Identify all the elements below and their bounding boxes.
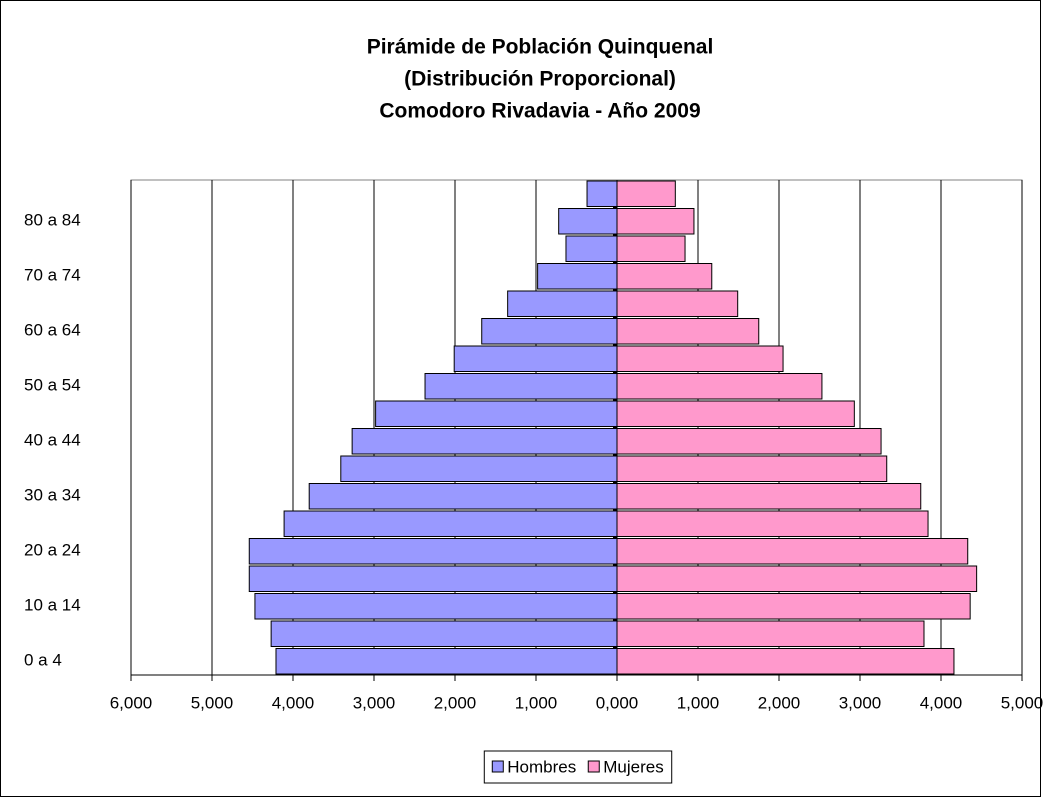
bar (481, 318, 618, 345)
bar (616, 510, 929, 537)
bar (351, 428, 618, 455)
bar (616, 345, 784, 372)
bar (340, 455, 618, 482)
chart-title: (Distribución Proporcional) (404, 68, 676, 91)
x-tick-label: 1,000 (677, 693, 720, 712)
bar (616, 538, 969, 565)
y-tick-label: 50 a 54 (24, 376, 81, 395)
bar (616, 400, 855, 427)
bar (254, 593, 618, 620)
bar (270, 620, 618, 647)
bar (616, 455, 888, 482)
legend-label: Hombres (507, 757, 576, 776)
bar (565, 235, 618, 262)
x-tick-label: 4,000 (272, 693, 315, 712)
bar (424, 373, 618, 400)
bar (616, 290, 739, 317)
x-tick-label: 1,000 (515, 693, 558, 712)
y-tick-label: 10 a 14 (24, 596, 81, 615)
x-tick-label: 6,000 (110, 693, 153, 712)
bar (616, 565, 978, 592)
bar (616, 208, 695, 235)
y-tick-label: 40 a 44 (24, 431, 81, 450)
bar (375, 400, 618, 427)
legend-swatch (491, 760, 504, 773)
y-tick-label: 0 a 4 (24, 651, 62, 670)
bar (616, 593, 971, 620)
bar (616, 648, 955, 675)
bar (248, 538, 618, 565)
x-tick-label: 3,000 (839, 693, 882, 712)
x-tick-label: 2,000 (434, 693, 477, 712)
bar (586, 180, 618, 207)
bar (453, 345, 618, 372)
chart-title: Pirámide de Población Quinquenal (367, 36, 714, 59)
y-tick-label: 80 a 84 (24, 211, 81, 230)
bar (248, 565, 618, 592)
y-tick-label: 60 a 64 (24, 321, 81, 340)
bar (283, 510, 618, 537)
bar (308, 483, 618, 510)
bar (275, 648, 618, 675)
x-tick-label: 4,000 (920, 693, 963, 712)
bar (537, 263, 618, 290)
legend-label: Mujeres (603, 757, 663, 776)
bar (616, 180, 676, 207)
x-tick-label: 0,000 (596, 693, 639, 712)
x-tick-label: 5,000 (191, 693, 234, 712)
bar (558, 208, 618, 235)
legend-swatch (587, 760, 600, 773)
bar (616, 318, 760, 345)
y-tick-label: 20 a 24 (24, 541, 81, 560)
x-tick-label: 3,000 (353, 693, 396, 712)
plot-area (130, 179, 1023, 676)
y-tick-label: 70 a 74 (24, 266, 81, 285)
y-tick-label: 30 a 34 (24, 486, 81, 505)
bar (616, 620, 925, 647)
bar (616, 483, 922, 510)
x-tick-label: 5,000 (1001, 693, 1044, 712)
bar (616, 235, 686, 262)
bar (616, 263, 713, 290)
bar (507, 290, 618, 317)
legend (483, 750, 673, 784)
bar (616, 373, 823, 400)
x-tick-label: 2,000 (758, 693, 801, 712)
bar (616, 428, 882, 455)
chart-title: Comodoro Rivadavia - Año 2009 (379, 100, 700, 123)
